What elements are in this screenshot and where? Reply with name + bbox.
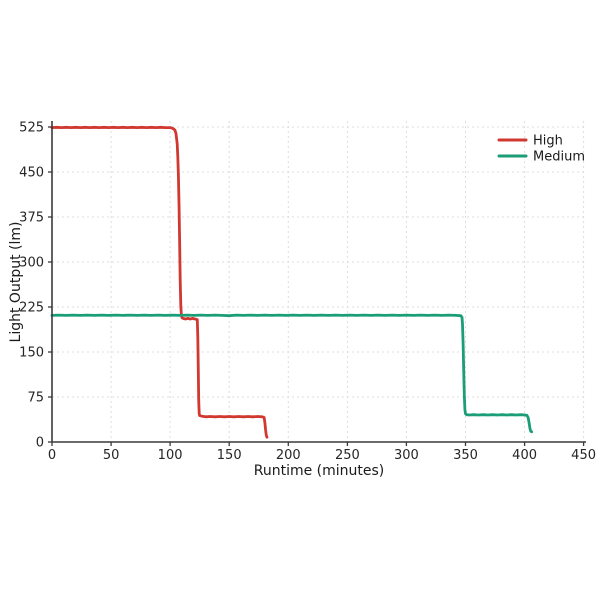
- y-tick-label-300: 300: [19, 256, 44, 271]
- y-tick-label-450: 450: [19, 166, 44, 181]
- y-tick-label-525: 525: [19, 121, 44, 136]
- y-axis-title: Light Output (lm): [8, 222, 24, 343]
- x-tick-label-300: 300: [394, 448, 419, 463]
- series-line-medium: [50, 313, 534, 434]
- series-line-high: [50, 125, 269, 439]
- x-tick-label-0: 0: [48, 448, 56, 463]
- x-tick-label-350: 350: [453, 448, 478, 463]
- y-tick-label-225: 225: [19, 301, 44, 316]
- x-tick-label-450: 450: [571, 448, 596, 463]
- x-tick-label-50: 50: [103, 448, 120, 463]
- x-axis-title: Runtime (minutes): [254, 463, 385, 479]
- data-series: [50, 125, 534, 439]
- x-tick-label-400: 400: [512, 448, 537, 463]
- y-tick-label-375: 375: [19, 211, 44, 226]
- y-tick-label-75: 75: [27, 391, 44, 406]
- gridlines: [52, 121, 586, 442]
- x-tick-label-150: 150: [217, 448, 242, 463]
- legend-label-high: High: [533, 134, 563, 149]
- y-tick-label-0: 0: [36, 436, 44, 451]
- x-tick-label-200: 200: [276, 448, 301, 463]
- x-tick-label-250: 250: [335, 448, 360, 463]
- axes: 0 50 100 150 200 250 300 350 400 450 0 75 150 225 300 3…: [19, 121, 596, 464]
- legend-label-medium: Medium: [533, 150, 585, 165]
- legend: High Medium: [497, 134, 585, 165]
- y-tick-label-150: 150: [19, 346, 44, 361]
- x-tick-label-100: 100: [158, 448, 183, 463]
